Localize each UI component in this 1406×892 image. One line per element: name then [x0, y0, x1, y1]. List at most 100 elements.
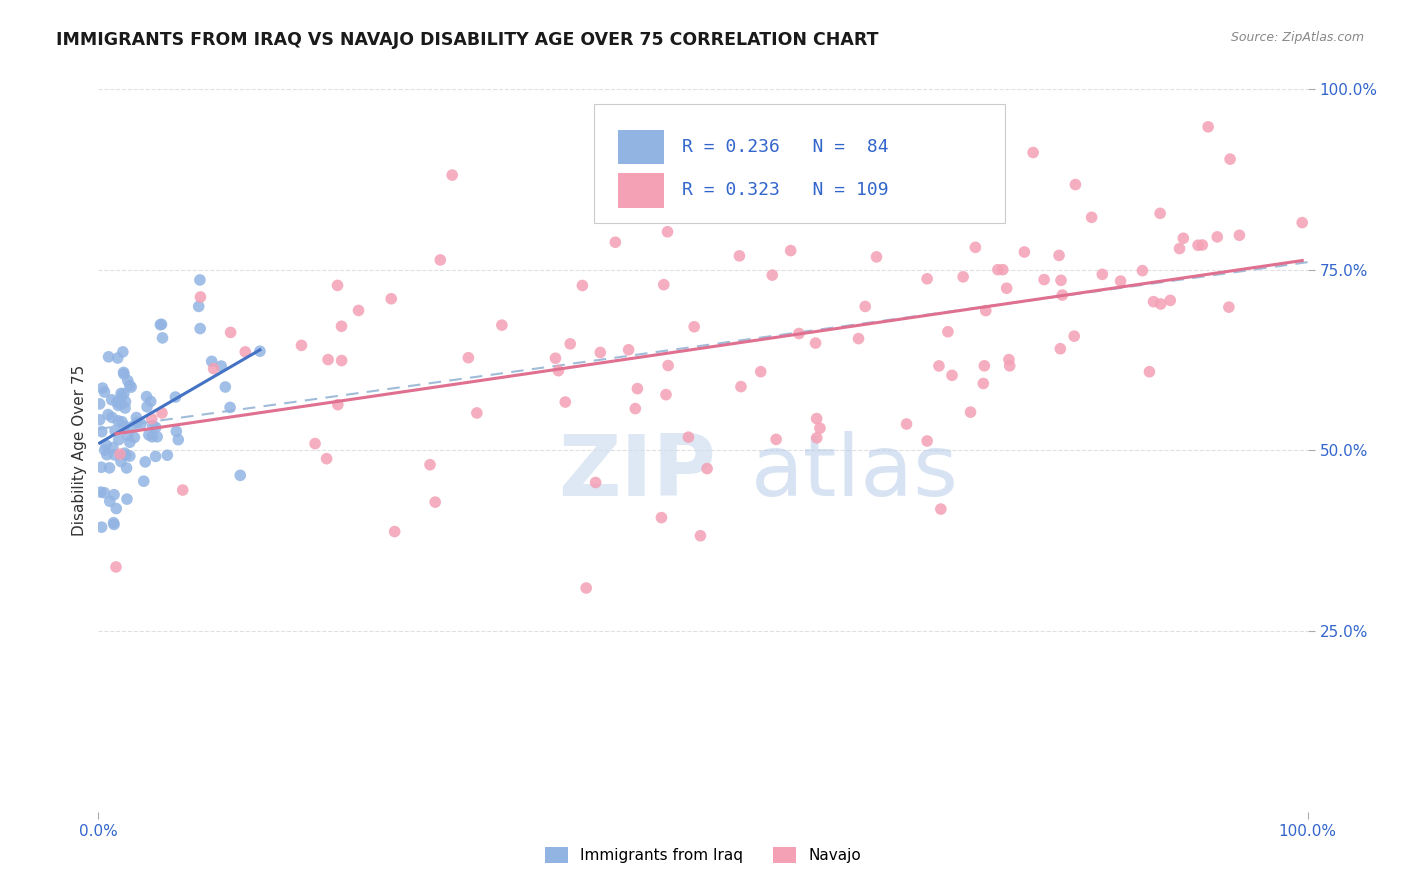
Point	[995, 281, 1018, 295]
Point	[915, 434, 938, 448]
Point	[138, 428, 160, 442]
Point	[214, 380, 236, 394]
Point	[233, 345, 256, 359]
Point	[1191, 238, 1213, 252]
Point	[112, 365, 135, 379]
Point	[1219, 152, 1241, 166]
Point	[998, 359, 1021, 373]
Point	[165, 425, 187, 439]
Point	[347, 303, 370, 318]
Point	[465, 406, 488, 420]
Point	[132, 474, 155, 488]
Point	[853, 300, 876, 314]
Point	[114, 394, 136, 409]
Point	[188, 273, 211, 287]
Point	[91, 381, 114, 395]
Point	[544, 351, 567, 366]
Point	[1173, 231, 1195, 245]
Point	[936, 325, 959, 339]
Point	[806, 411, 828, 425]
Point	[678, 430, 700, 444]
Point	[90, 460, 112, 475]
Point	[1229, 228, 1251, 243]
Point	[93, 485, 115, 500]
Point	[124, 430, 146, 444]
Point	[429, 252, 451, 267]
Point	[115, 461, 138, 475]
Point	[121, 419, 143, 434]
Point	[419, 458, 441, 472]
Point	[145, 420, 167, 434]
Point	[117, 374, 139, 388]
Point	[97, 350, 120, 364]
Point	[617, 343, 640, 357]
Point	[1132, 263, 1154, 277]
Text: ZIP: ZIP	[558, 431, 716, 514]
Point	[167, 433, 190, 447]
Point	[104, 560, 127, 574]
Point	[1050, 273, 1073, 287]
Text: atlas: atlas	[751, 431, 959, 514]
Point	[110, 397, 132, 411]
Point	[96, 448, 118, 462]
Point	[1022, 145, 1045, 160]
Point	[652, 277, 675, 292]
Point	[560, 337, 582, 351]
Point	[1159, 293, 1181, 308]
Text: Source: ZipAtlas.com: Source: ZipAtlas.com	[1230, 31, 1364, 45]
Point	[187, 300, 209, 314]
Point	[190, 290, 212, 304]
Point	[114, 401, 136, 415]
Point	[952, 269, 974, 284]
Legend: Immigrants from Iraq, Navajo: Immigrants from Iraq, Navajo	[538, 841, 868, 869]
Point	[1168, 242, 1191, 256]
Point	[117, 428, 139, 442]
Point	[1197, 120, 1219, 134]
Point	[103, 516, 125, 530]
Point	[89, 413, 111, 427]
Point	[118, 435, 141, 450]
Point	[973, 359, 995, 373]
Point	[696, 461, 718, 475]
Point	[457, 351, 479, 365]
Point	[141, 411, 163, 425]
Point	[115, 492, 138, 507]
Point	[896, 417, 918, 431]
FancyBboxPatch shape	[619, 173, 664, 208]
Point	[380, 292, 402, 306]
Point	[98, 494, 121, 508]
Point	[915, 272, 938, 286]
Point	[110, 386, 132, 401]
Point	[425, 495, 447, 509]
Point	[112, 386, 135, 401]
Point	[972, 376, 994, 391]
Point	[107, 414, 129, 428]
Point	[111, 389, 134, 403]
Point	[202, 361, 225, 376]
Point	[1139, 365, 1161, 379]
Point	[624, 401, 647, 416]
Point	[657, 359, 679, 373]
Point	[571, 278, 593, 293]
Point	[657, 225, 679, 239]
Point	[1109, 274, 1132, 288]
Point	[107, 398, 129, 412]
Point	[188, 321, 211, 335]
Point	[689, 529, 711, 543]
Point	[103, 517, 125, 532]
Point	[1052, 288, 1074, 302]
Point	[804, 336, 827, 351]
Point	[1049, 342, 1071, 356]
Point	[928, 359, 950, 373]
Text: R = 0.323   N = 109: R = 0.323 N = 109	[682, 181, 889, 199]
Point	[787, 326, 810, 341]
Point	[111, 345, 134, 359]
Point	[103, 448, 125, 462]
Point	[728, 249, 751, 263]
Point	[987, 262, 1010, 277]
Point	[125, 410, 148, 425]
Point	[1291, 216, 1313, 230]
Point	[201, 354, 224, 368]
Point	[209, 359, 232, 373]
Point	[1033, 272, 1056, 286]
